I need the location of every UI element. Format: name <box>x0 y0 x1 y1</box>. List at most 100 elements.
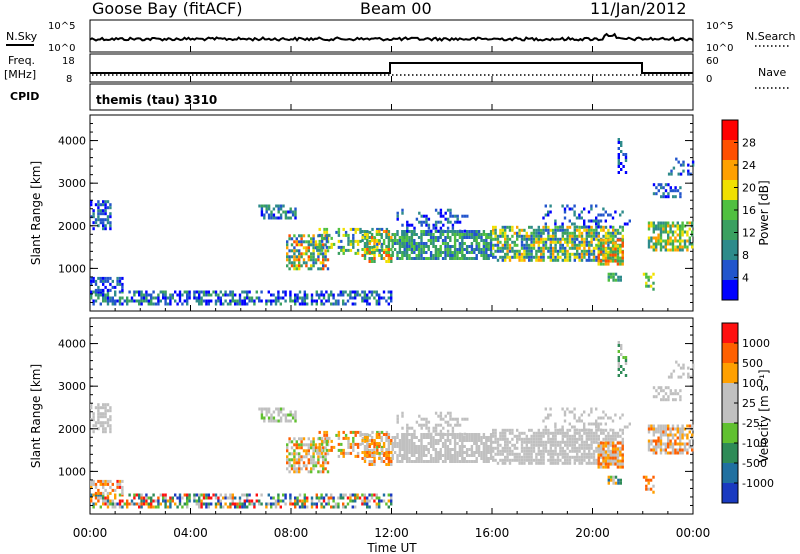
velocity-cell <box>597 441 600 445</box>
power-cell <box>458 248 462 251</box>
power-cell <box>566 243 569 247</box>
power-cell <box>420 230 423 233</box>
power-cell <box>90 200 93 204</box>
power-cell <box>310 299 314 303</box>
power-cell <box>444 245 447 248</box>
velocity-cell <box>255 493 258 497</box>
velocity-cell <box>320 448 324 452</box>
power-cell <box>588 255 591 259</box>
velocity-cell <box>561 431 564 435</box>
power-cell <box>277 299 280 303</box>
velocity-cell <box>200 499 203 503</box>
power-cell <box>540 231 543 235</box>
velocity-cell <box>628 422 631 426</box>
power-cell <box>327 296 330 300</box>
velocity-cell <box>657 430 660 434</box>
power-cell <box>549 258 552 262</box>
power-cell <box>583 252 586 256</box>
power-cell <box>181 302 184 306</box>
velocity-cell <box>303 493 306 497</box>
power-cell <box>485 236 488 239</box>
power-cell <box>398 257 402 260</box>
power-cell <box>583 219 586 223</box>
velocity-cell <box>422 417 426 421</box>
velocity-cell <box>528 452 531 456</box>
velocity-cell <box>408 451 411 454</box>
power-cell <box>380 245 383 248</box>
power-cell <box>659 245 663 249</box>
power-cell <box>504 240 507 244</box>
power-colorbar-tick-label: 12 <box>742 227 756 240</box>
power-cell <box>396 239 399 242</box>
power-cell <box>361 239 364 242</box>
power-cell <box>94 293 98 297</box>
power-cell <box>679 230 682 234</box>
power-cell <box>547 249 550 253</box>
power-cell <box>612 225 615 229</box>
velocity-cell <box>520 449 524 453</box>
velocity-cell <box>566 437 569 441</box>
velocity-cell <box>592 431 596 435</box>
velocity-cell <box>619 462 622 466</box>
velocity-cell <box>420 448 423 451</box>
velocity-cell <box>525 452 528 456</box>
velocity-cell <box>671 448 675 452</box>
velocity-cell <box>109 427 112 431</box>
power-cell <box>568 255 572 259</box>
velocity-cell <box>489 436 493 439</box>
power-cell <box>659 236 663 240</box>
power-cell <box>647 242 651 246</box>
power-cell <box>485 239 488 242</box>
power-cell <box>494 231 497 235</box>
power-cell <box>385 227 389 231</box>
power-cell <box>284 213 288 217</box>
velocity-cell <box>413 436 416 439</box>
power-cell <box>475 245 478 248</box>
velocity-cell <box>390 457 393 460</box>
velocity-cell <box>118 502 122 506</box>
velocity-cell <box>396 454 399 457</box>
power-cell <box>260 213 264 217</box>
power-cell <box>258 204 261 208</box>
power-cell <box>106 293 110 297</box>
velocity-cell <box>597 465 600 469</box>
velocity-cell <box>516 452 519 456</box>
velocity-cell <box>477 454 481 457</box>
power-cell <box>461 254 464 257</box>
velocity-cell <box>516 437 519 441</box>
power-cell <box>116 299 119 303</box>
power-cell <box>607 228 610 232</box>
velocity-cell <box>482 445 486 448</box>
velocity-cell <box>456 454 459 457</box>
velocity-cell <box>578 449 581 453</box>
nave-label: Nave <box>758 66 786 79</box>
velocity-cell <box>504 434 507 438</box>
velocity-cell <box>682 366 685 370</box>
velocity-cell <box>681 451 684 455</box>
velocity-cell <box>97 421 100 425</box>
velocity-cell <box>366 454 369 457</box>
power-cell <box>114 290 117 294</box>
power-cell <box>229 299 232 303</box>
power-cell <box>446 242 450 245</box>
velocity-cell <box>449 460 452 463</box>
velocity-cell <box>300 440 303 444</box>
velocity-cell <box>537 458 540 462</box>
power-cell <box>540 234 543 238</box>
velocity-cell <box>568 440 572 444</box>
power-cell <box>504 252 507 256</box>
power-cell <box>446 248 450 251</box>
velocity-cell <box>323 439 326 443</box>
velocity-cell <box>246 499 249 503</box>
power-cell <box>294 302 297 306</box>
velocity-cell <box>356 496 359 500</box>
velocity-cell <box>354 442 357 446</box>
velocity-cell <box>385 502 388 506</box>
power-cell <box>116 279 119 283</box>
velocity-cell <box>664 427 667 431</box>
velocity-cell <box>310 443 313 447</box>
velocity-cell <box>368 433 372 437</box>
power-cell <box>597 238 600 242</box>
power-cell <box>296 293 299 297</box>
velocity-cell <box>621 465 624 469</box>
